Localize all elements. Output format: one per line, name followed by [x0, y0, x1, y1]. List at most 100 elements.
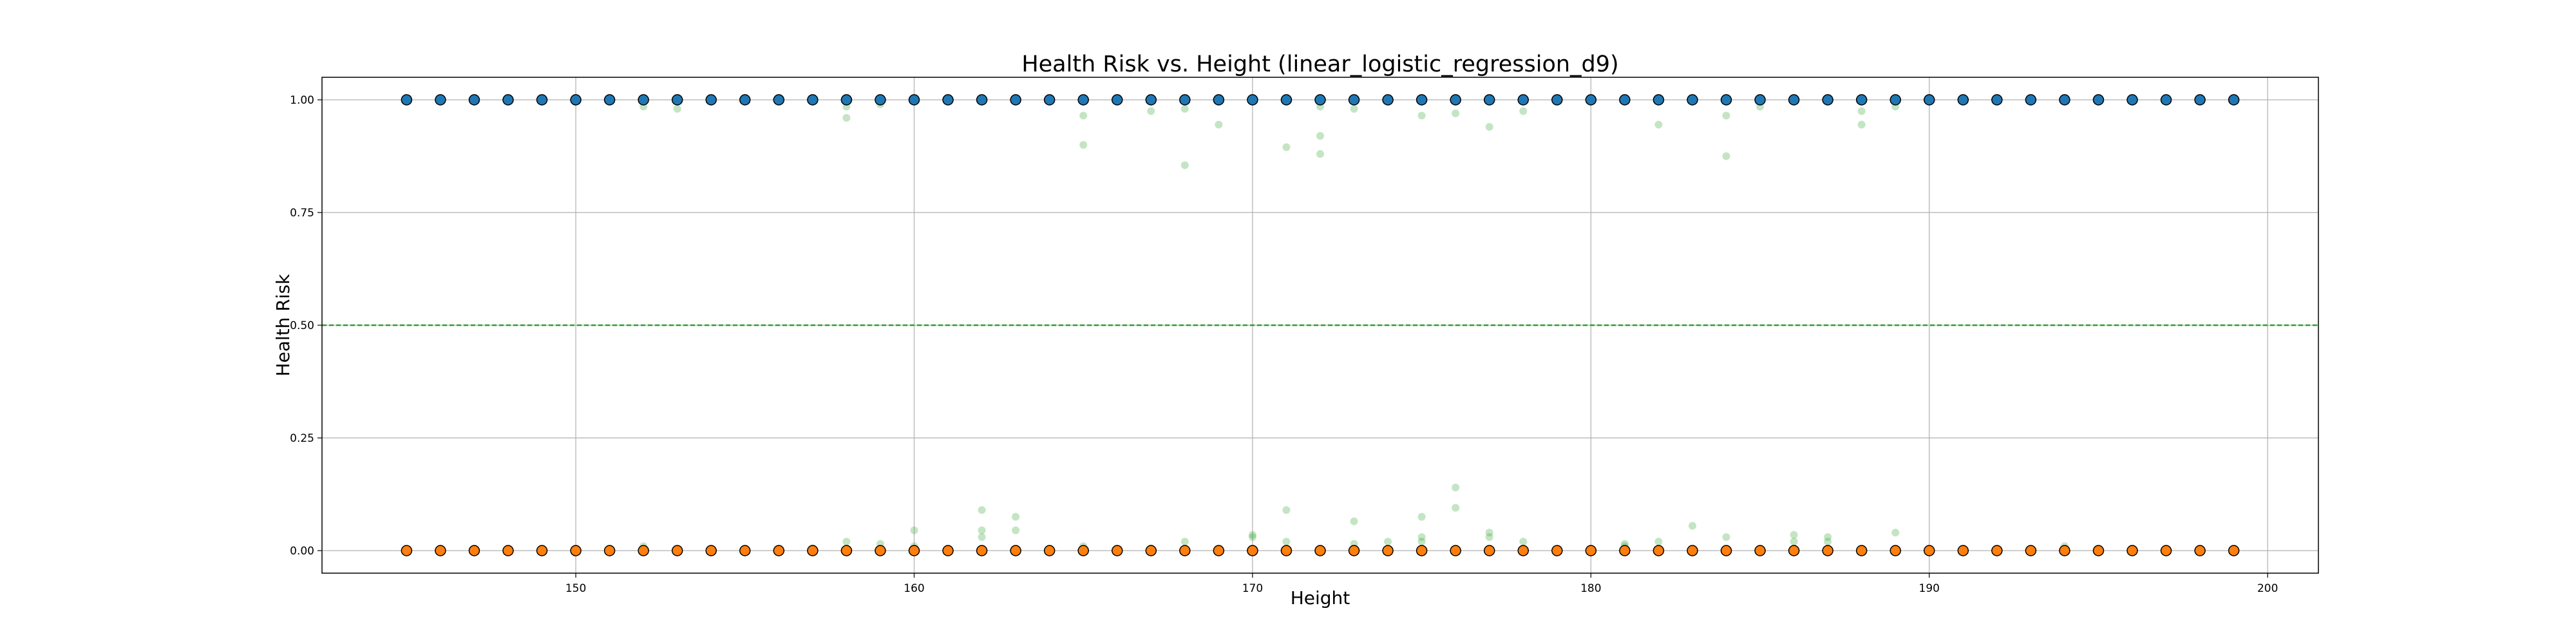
class-0-point	[1043, 545, 1056, 556]
class-1-point	[1314, 94, 1326, 106]
predicted-point	[1857, 107, 1866, 115]
class-1-point	[603, 94, 616, 106]
x-axis-label: Height	[1291, 587, 1350, 609]
predicted-point	[1350, 517, 1358, 526]
class-0-point	[1416, 545, 1428, 556]
predicted-point	[673, 105, 681, 113]
y-tick-label: 0.50	[290, 319, 314, 332]
class-1-point	[976, 94, 988, 106]
predicted-point	[1452, 484, 1460, 491]
class-0-point	[1754, 545, 1766, 556]
predicted-point	[1079, 111, 1088, 120]
predicted-point	[1316, 150, 1324, 158]
predicted-point	[1384, 538, 1392, 545]
class-0-point	[468, 545, 480, 556]
class-0-point	[1517, 545, 1530, 556]
class-0-point	[1822, 545, 1833, 556]
class-0-point	[1687, 545, 1698, 556]
class-0-point	[638, 545, 649, 556]
predicted-point	[1012, 526, 1020, 535]
predicted-point	[978, 533, 986, 541]
class-1-point	[638, 94, 649, 106]
class-0-point	[1348, 545, 1360, 556]
class-0-point	[908, 545, 920, 556]
data-points	[401, 94, 2240, 556]
class-1-point	[468, 94, 480, 106]
class-0-point	[1280, 545, 1293, 556]
predicted-point	[1282, 143, 1291, 151]
class-1-point	[2126, 94, 2138, 106]
predicted-point	[1790, 538, 1798, 545]
predicted-point	[842, 114, 851, 122]
class-1-point	[1551, 94, 1563, 106]
class-0-point	[2092, 545, 2105, 556]
class-1-point	[1348, 94, 1360, 106]
class-0-point	[2059, 545, 2070, 556]
class-1-point	[1687, 94, 1698, 106]
class-0-point	[1720, 545, 1732, 556]
class-1-point	[705, 94, 717, 106]
class-0-point	[1450, 545, 1461, 556]
class-0-point	[1889, 545, 1901, 556]
class-1-point	[1653, 94, 1665, 106]
class-0-point	[1585, 545, 1597, 556]
class-1-point	[570, 94, 582, 106]
class-0-point	[705, 545, 717, 556]
y-tick-label: 0.75	[290, 207, 314, 220]
chart-title: Health Risk vs. Height (linear_logistic_…	[1021, 52, 1618, 77]
class-1-point	[1889, 94, 1901, 106]
class-1-point	[1145, 94, 1157, 106]
class-0-point	[401, 545, 413, 556]
class-1-point	[840, 94, 853, 106]
class-0-point	[2194, 545, 2206, 556]
class-1-point	[1077, 94, 1089, 106]
predicted-point	[1452, 504, 1460, 512]
class-0-point	[1077, 545, 1089, 556]
class-0-point	[1213, 545, 1225, 556]
predicted-point	[978, 506, 986, 514]
class-1-point	[1517, 94, 1530, 106]
class-1-point	[807, 94, 819, 106]
y-tick-label: 0.25	[290, 432, 314, 445]
predicted-point	[1654, 538, 1663, 545]
predicted-point	[1452, 109, 1460, 117]
class-1-point	[1788, 94, 1800, 106]
class-0-point	[1010, 545, 1021, 556]
class-1-point	[2092, 94, 2105, 106]
class-1-point	[1822, 94, 1833, 106]
predicted-point	[1248, 533, 1256, 541]
class-0-point	[536, 545, 548, 556]
x-axis-ticks: 150 160 170 180 190 200	[565, 573, 2278, 595]
predicted-point	[842, 538, 851, 545]
class-1-point	[875, 94, 886, 106]
class-0-point	[671, 545, 683, 556]
class-0-point	[2228, 545, 2240, 556]
y-axis-ticks: 0.00 0.25 0.50 0.75 1.00	[290, 94, 322, 558]
predicted-point	[1417, 533, 1426, 541]
predicted-point	[1485, 529, 1493, 536]
predicted-point	[1417, 513, 1426, 521]
class-1-point	[1450, 94, 1461, 106]
predicted-point	[1417, 538, 1426, 545]
predicted-point	[1857, 120, 1866, 129]
predicted-point	[1824, 533, 1832, 541]
class-1-point	[401, 94, 413, 106]
class-1-point	[435, 94, 446, 106]
x-tick-label: 180	[1580, 582, 1601, 595]
class-1-point	[1043, 94, 1056, 106]
class-1-point	[1991, 94, 2003, 106]
x-tick-label: 150	[565, 582, 586, 595]
y-tick-label: 0.00	[290, 545, 314, 558]
class-0-point	[1247, 545, 1258, 556]
class-1-point	[1213, 94, 1225, 106]
class-0-point	[435, 545, 446, 556]
class-0-point	[1855, 545, 1868, 556]
predicted-point	[1722, 152, 1730, 160]
predicted-point	[1248, 531, 1256, 539]
predicted-point	[1485, 123, 1493, 131]
class-0-point	[1924, 545, 1935, 556]
class-0-point	[1314, 545, 1326, 556]
class-0-point	[1111, 545, 1123, 556]
predicted-point	[1316, 132, 1324, 140]
